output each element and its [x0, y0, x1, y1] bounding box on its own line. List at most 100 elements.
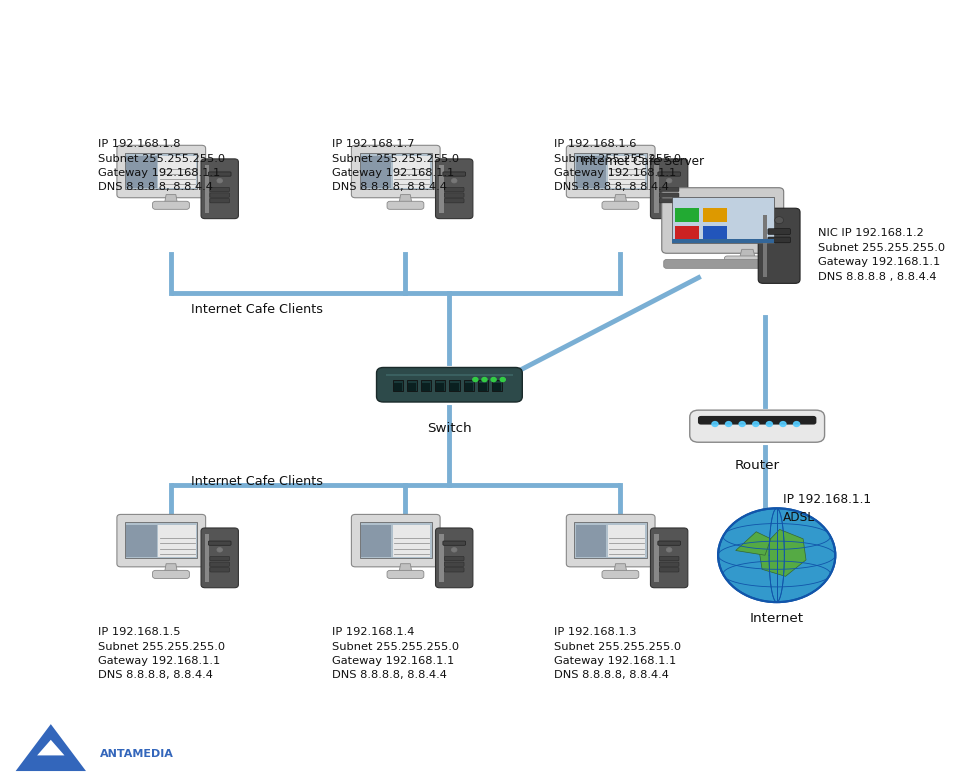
Circle shape	[766, 421, 773, 426]
Polygon shape	[399, 564, 412, 572]
FancyBboxPatch shape	[393, 526, 431, 557]
Polygon shape	[164, 564, 178, 572]
FancyBboxPatch shape	[393, 380, 403, 391]
FancyBboxPatch shape	[440, 165, 444, 213]
FancyBboxPatch shape	[768, 228, 790, 235]
Polygon shape	[614, 195, 627, 203]
Circle shape	[491, 378, 496, 382]
FancyBboxPatch shape	[659, 568, 679, 572]
FancyBboxPatch shape	[651, 528, 688, 588]
FancyBboxPatch shape	[690, 410, 825, 443]
FancyBboxPatch shape	[445, 556, 464, 561]
Text: IP 192.168.1.6
Subnet 255.255.255.0
Gateway 192.168.1.1
DNS 8.8.8.8, 8.8.4.4: IP 192.168.1.6 Subnet 255.255.255.0 Gate…	[554, 139, 681, 192]
Circle shape	[793, 421, 799, 426]
FancyBboxPatch shape	[208, 541, 231, 545]
FancyBboxPatch shape	[655, 165, 658, 213]
FancyBboxPatch shape	[407, 383, 416, 390]
FancyBboxPatch shape	[658, 541, 680, 545]
FancyBboxPatch shape	[658, 172, 680, 176]
FancyBboxPatch shape	[436, 383, 445, 390]
Circle shape	[726, 421, 732, 426]
FancyBboxPatch shape	[675, 208, 700, 222]
FancyBboxPatch shape	[672, 197, 774, 242]
Circle shape	[712, 421, 718, 426]
FancyBboxPatch shape	[393, 156, 431, 188]
FancyBboxPatch shape	[763, 215, 767, 277]
FancyBboxPatch shape	[608, 526, 646, 557]
Polygon shape	[399, 195, 412, 203]
FancyBboxPatch shape	[210, 193, 230, 197]
FancyBboxPatch shape	[125, 153, 197, 189]
FancyBboxPatch shape	[117, 145, 205, 198]
Text: NIC IP 192.168.1.2
Subnet 255.255.255.0
Gateway 192.168.1.1
DNS 8.8.8.8 , 8.8.4.: NIC IP 192.168.1.2 Subnet 255.255.255.0 …	[818, 228, 945, 282]
FancyBboxPatch shape	[493, 383, 501, 390]
FancyBboxPatch shape	[406, 380, 417, 391]
FancyBboxPatch shape	[464, 380, 474, 391]
FancyBboxPatch shape	[152, 570, 190, 579]
FancyBboxPatch shape	[440, 534, 444, 582]
Polygon shape	[740, 249, 755, 258]
FancyBboxPatch shape	[574, 153, 647, 189]
Text: IP 192.168.1.4
Subnet 255.255.255.0
Gateway 192.168.1.1
DNS 8.8.8.8, 8.8.4.4: IP 192.168.1.4 Subnet 255.255.255.0 Gate…	[332, 627, 459, 680]
FancyBboxPatch shape	[479, 383, 487, 390]
FancyBboxPatch shape	[443, 541, 465, 545]
Text: Internet Cafe Server: Internet Cafe Server	[581, 155, 704, 168]
FancyBboxPatch shape	[210, 556, 230, 561]
FancyBboxPatch shape	[478, 380, 488, 391]
FancyBboxPatch shape	[210, 568, 230, 572]
Circle shape	[217, 547, 223, 552]
FancyBboxPatch shape	[421, 380, 431, 391]
FancyBboxPatch shape	[768, 237, 790, 242]
FancyBboxPatch shape	[158, 526, 196, 557]
FancyBboxPatch shape	[450, 383, 458, 390]
Circle shape	[666, 178, 672, 183]
FancyBboxPatch shape	[117, 515, 205, 567]
FancyBboxPatch shape	[360, 522, 432, 558]
FancyBboxPatch shape	[436, 528, 473, 588]
FancyBboxPatch shape	[575, 156, 607, 188]
FancyBboxPatch shape	[125, 522, 197, 558]
Text: IP 192.168.1.1
ADSL: IP 192.168.1.1 ADSL	[783, 493, 871, 524]
FancyBboxPatch shape	[387, 570, 424, 579]
Circle shape	[752, 421, 759, 426]
FancyBboxPatch shape	[651, 159, 688, 219]
FancyBboxPatch shape	[361, 156, 392, 188]
FancyBboxPatch shape	[126, 156, 157, 188]
Text: ANTAMEDIA: ANTAMEDIA	[100, 749, 174, 759]
FancyBboxPatch shape	[698, 416, 817, 425]
FancyBboxPatch shape	[158, 156, 196, 188]
FancyBboxPatch shape	[443, 172, 465, 176]
Polygon shape	[37, 740, 64, 755]
FancyBboxPatch shape	[659, 562, 679, 566]
FancyBboxPatch shape	[422, 383, 430, 390]
Text: Router: Router	[735, 459, 780, 472]
FancyBboxPatch shape	[445, 193, 464, 197]
Circle shape	[451, 178, 457, 183]
FancyBboxPatch shape	[492, 380, 502, 391]
FancyBboxPatch shape	[436, 159, 473, 219]
FancyBboxPatch shape	[360, 153, 432, 189]
Polygon shape	[759, 529, 806, 576]
Circle shape	[775, 217, 784, 224]
Circle shape	[740, 421, 745, 426]
Text: IP 192.168.1.8
Subnet 255.255.255.0
Gateway 192.168.1.1
DNS 8.8.8.8, 8.8.4.4: IP 192.168.1.8 Subnet 255.255.255.0 Gate…	[98, 139, 225, 192]
Polygon shape	[614, 564, 627, 572]
FancyBboxPatch shape	[574, 522, 647, 558]
FancyBboxPatch shape	[126, 526, 157, 557]
FancyBboxPatch shape	[655, 534, 658, 582]
FancyBboxPatch shape	[376, 368, 523, 402]
FancyBboxPatch shape	[201, 159, 238, 219]
FancyBboxPatch shape	[567, 145, 655, 198]
Text: Switch: Switch	[427, 422, 472, 436]
FancyBboxPatch shape	[152, 201, 190, 210]
Text: IP 192.168.1.3
Subnet 255.255.255.0
Gateway 192.168.1.1
DNS 8.8.8.8, 8.8.4.4: IP 192.168.1.3 Subnet 255.255.255.0 Gate…	[554, 627, 681, 680]
FancyBboxPatch shape	[672, 239, 774, 242]
FancyBboxPatch shape	[435, 380, 446, 391]
Polygon shape	[164, 195, 178, 203]
FancyBboxPatch shape	[205, 534, 209, 582]
Circle shape	[482, 378, 487, 382]
FancyBboxPatch shape	[659, 193, 679, 197]
FancyBboxPatch shape	[608, 156, 646, 188]
FancyBboxPatch shape	[210, 562, 230, 566]
FancyBboxPatch shape	[445, 562, 464, 566]
